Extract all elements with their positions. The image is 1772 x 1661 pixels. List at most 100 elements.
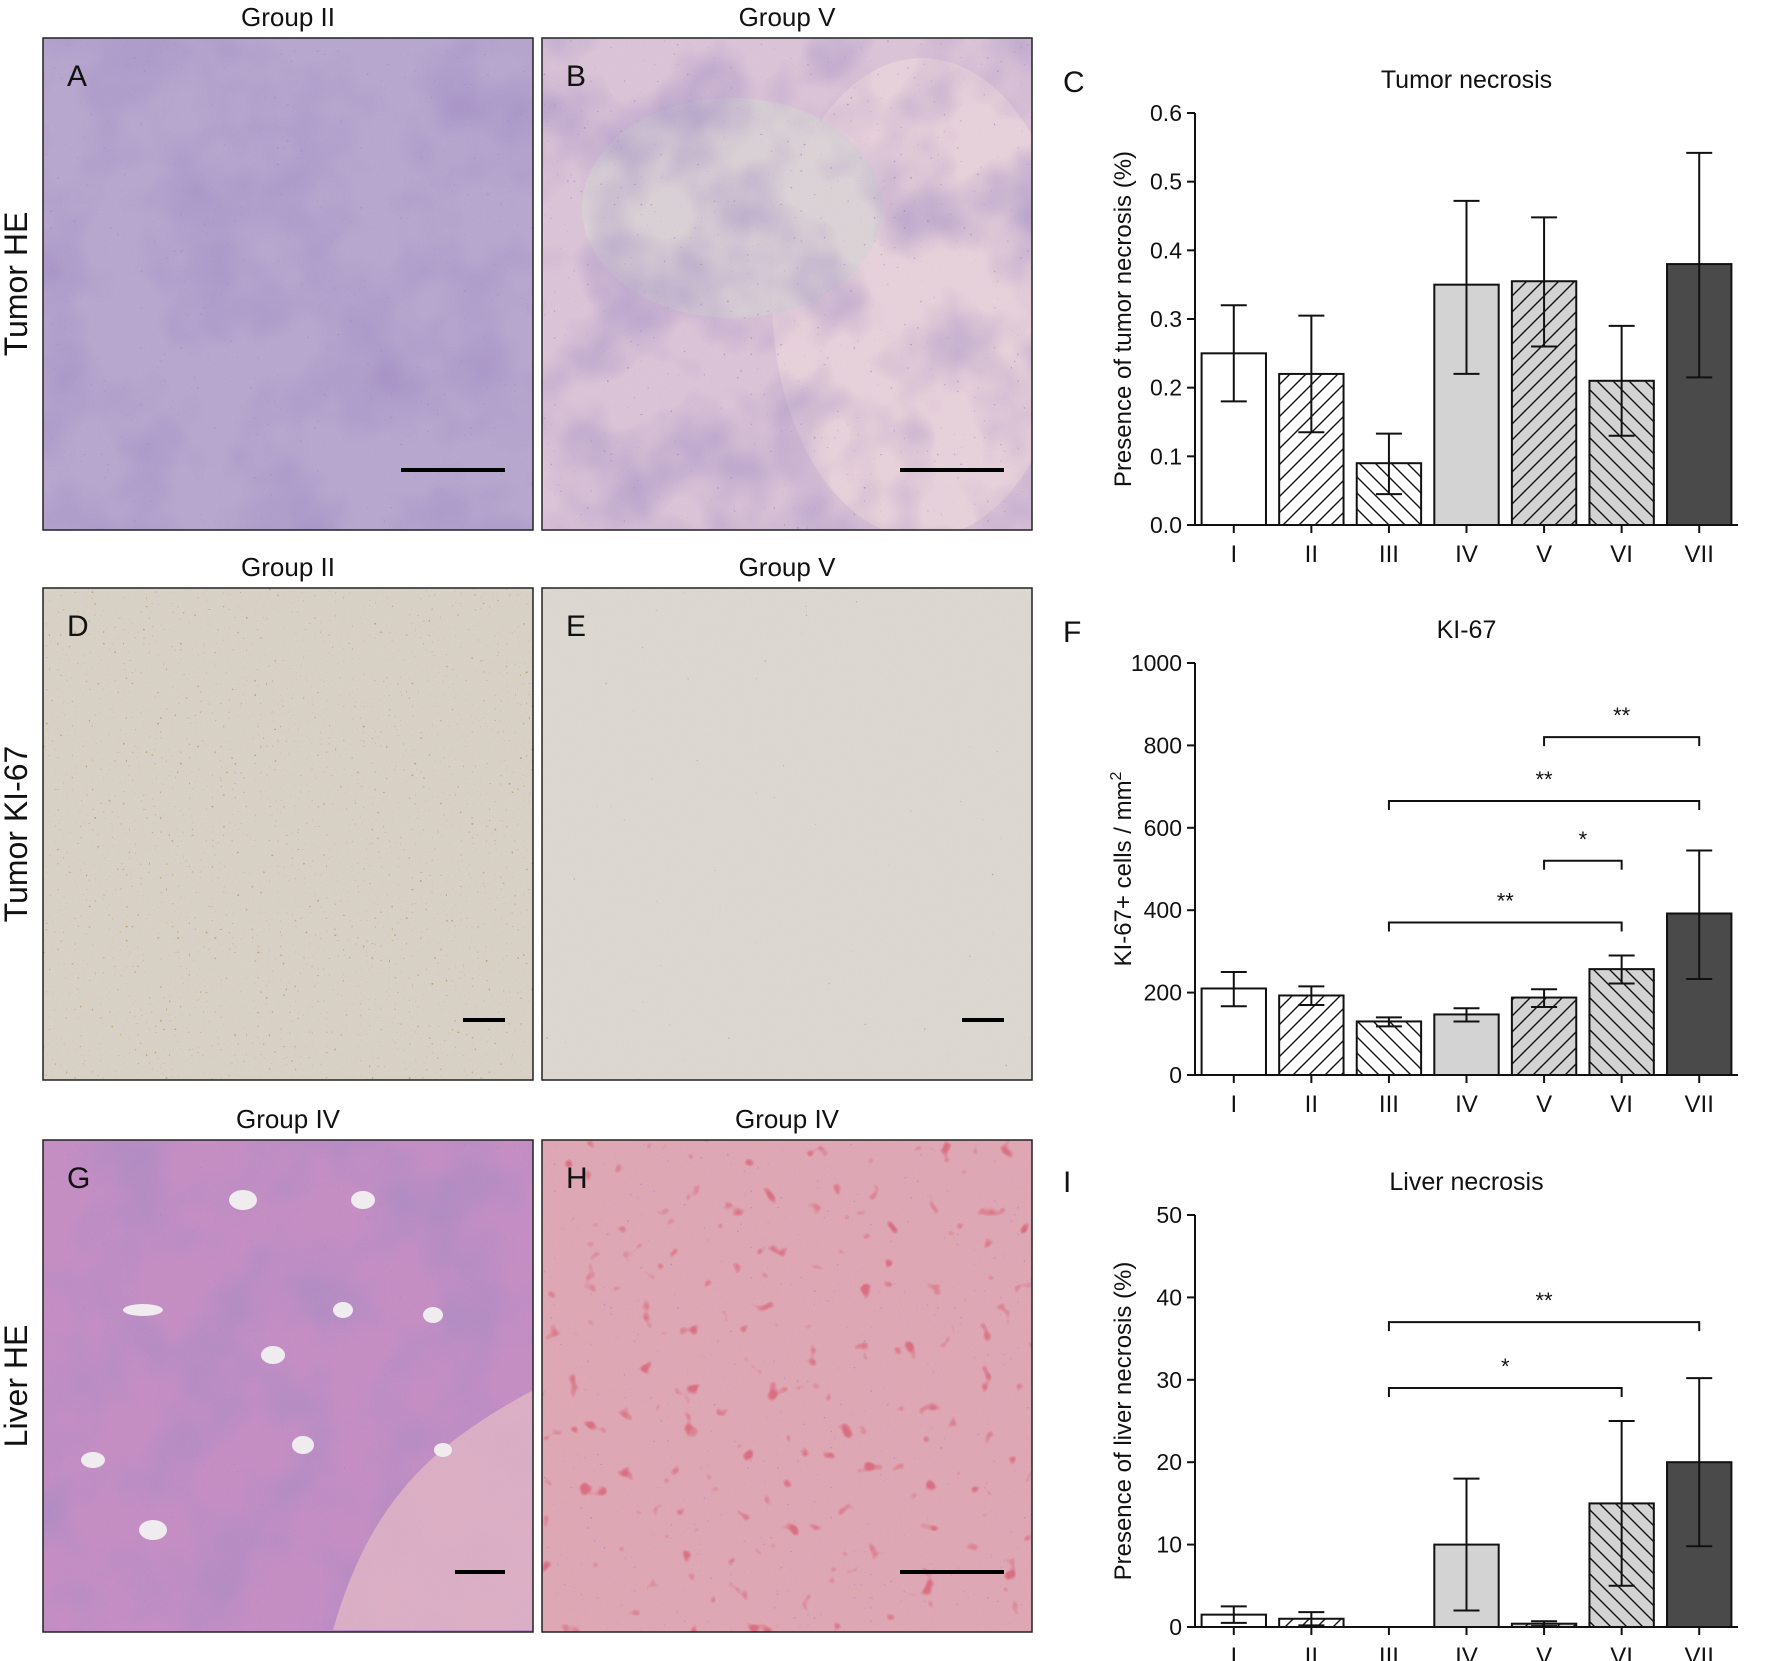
group-label: Group V	[739, 552, 836, 582]
y-tick-label: 200	[1144, 980, 1182, 1006]
x-tick-label: III	[1379, 541, 1399, 568]
micrograph-image	[43, 588, 533, 1080]
micrograph-row: Liver HE Group IV G Group IV H	[0, 1104, 1033, 1633]
y-tick-label: 0	[1169, 1614, 1182, 1640]
panel-letter: B	[566, 60, 586, 93]
x-tick-label: V	[1536, 1643, 1552, 1661]
x-tick-label: II	[1305, 541, 1318, 568]
micrograph-panel: Group II A	[42, 2, 534, 531]
x-tick-label: VII	[1685, 1643, 1714, 1661]
significance-label: **	[1497, 889, 1515, 914]
error-bar	[1298, 1611, 1325, 1627]
x-tick-label: VI	[1610, 1643, 1633, 1661]
micrograph-row: Tumor HE Group II A Group V B	[0, 2, 1033, 531]
x-tick-label: II	[1305, 1091, 1318, 1118]
error-bar	[1220, 1605, 1247, 1624]
y-tick-label: 0.6	[1150, 100, 1182, 126]
y-tick-label: 30	[1156, 1367, 1182, 1393]
error-bar	[1686, 151, 1713, 379]
group-label: Group IV	[735, 1104, 840, 1134]
micrograph-row: Tumor KI-67 Group II D Group V E	[0, 552, 1033, 1081]
group-label: Group V	[739, 2, 836, 32]
error-bar	[1375, 1016, 1402, 1028]
error-bar	[1220, 971, 1247, 1008]
bar-chart: I Liver necrosis Presence of liver necrosi…	[1063, 1166, 1738, 1661]
error-bar	[1453, 1007, 1480, 1023]
error-bar	[1298, 314, 1325, 434]
micrograph-frame	[541, 587, 1033, 1081]
micrograph-frame	[42, 37, 534, 531]
significance-bracket: **	[1387, 889, 1623, 932]
micrograph-image	[542, 588, 1032, 1080]
x-tick-label: IV	[1455, 1091, 1478, 1118]
error-bar	[1298, 985, 1325, 1006]
y-tick-label: 50	[1156, 1202, 1182, 1228]
significance-label: **	[1536, 1288, 1554, 1313]
x-tick-label: III	[1379, 1643, 1399, 1661]
significance-bracket: *	[1543, 827, 1623, 870]
y-axis-label: Presence of tumor necrosis (%)	[1110, 151, 1137, 487]
y-tick-label: 0.4	[1150, 237, 1182, 263]
x-tick-label: VII	[1685, 1091, 1714, 1118]
panel-letter: I	[1063, 1166, 1071, 1199]
row-label: Tumor KI-67	[0, 746, 34, 923]
micrograph-frame	[42, 1139, 534, 1633]
x-tick-label: I	[1230, 541, 1237, 568]
x-tick-label: IV	[1455, 541, 1478, 568]
panel-letter: A	[67, 60, 87, 93]
y-axis-label: Presence of liver necrosis (%)	[1110, 1262, 1137, 1581]
significance-bracket: **	[1387, 1288, 1701, 1332]
significance-label: **	[1536, 767, 1554, 792]
panel-letter: F	[1063, 616, 1081, 649]
micrograph-frame	[541, 1139, 1033, 1633]
micrograph-panel: Group V E	[541, 552, 1033, 1081]
y-tick-label: 0.0	[1150, 512, 1182, 538]
bar-chart: C Tumor necrosis Presence of tumor necrosi…	[1063, 66, 1738, 568]
micrograph-frame	[42, 587, 534, 1081]
error-bar	[1608, 1420, 1635, 1587]
micrograph-panel: Group IV G	[42, 1104, 534, 1633]
chart-title: Tumor necrosis	[1381, 66, 1552, 94]
micrograph-panel: Group II D	[42, 552, 534, 1081]
error-bar	[1220, 304, 1247, 403]
x-tick-label: II	[1305, 1643, 1318, 1661]
charts-column: C Tumor necrosis Presence of tumor necrosi…	[1063, 66, 1738, 1661]
y-tick-label: 10	[1156, 1532, 1182, 1558]
group-label: Group IV	[236, 1104, 341, 1134]
group-label: Group II	[241, 2, 335, 32]
error-bar	[1531, 988, 1558, 1009]
error-bar	[1608, 324, 1635, 437]
significance-label: *	[1579, 827, 1588, 852]
group-label: Group II	[241, 552, 335, 582]
significance-label: **	[1613, 703, 1631, 728]
y-axis-label: KI-67+ cells / mm2	[1108, 771, 1137, 966]
panel-letter: G	[67, 1162, 90, 1195]
error-bar	[1686, 849, 1713, 981]
y-tick-label: 0.1	[1150, 443, 1182, 469]
panel-letter: H	[566, 1162, 588, 1195]
panel-letter: E	[566, 610, 586, 643]
micrograph-image	[542, 1140, 1032, 1632]
micrograph-image	[43, 1140, 533, 1632]
x-tick-label: IV	[1455, 1643, 1478, 1661]
y-tick-label: 0.5	[1150, 169, 1182, 195]
y-tick-label: 40	[1156, 1284, 1182, 1310]
x-tick-label: V	[1536, 541, 1552, 568]
y-tick-label: 600	[1144, 815, 1182, 841]
x-tick-label: VI	[1610, 541, 1633, 568]
row-label: Tumor HE	[0, 212, 34, 357]
micrograph-panel: Group V B	[541, 2, 1033, 531]
error-bar	[1531, 216, 1558, 348]
micrograph-image	[43, 38, 533, 530]
x-tick-label: VI	[1610, 1091, 1633, 1118]
y-tick-label: 0.3	[1150, 306, 1182, 332]
error-bar	[1608, 954, 1635, 985]
panel-letter: D	[67, 610, 89, 643]
bar	[1355, 1020, 1423, 1077]
y-tick-label: 20	[1156, 1449, 1182, 1475]
significance-label: *	[1501, 1354, 1510, 1379]
chart-title: KI-67	[1437, 616, 1497, 644]
micrograph-image	[542, 38, 1032, 530]
error-bar	[1686, 1377, 1713, 1548]
